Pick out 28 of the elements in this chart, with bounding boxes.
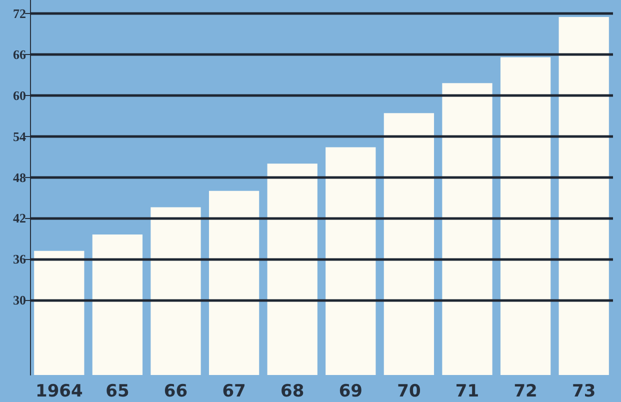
x-tick-label: 73 — [572, 382, 596, 402]
bar — [208, 190, 260, 375]
x-tick-label: 1964 — [35, 382, 83, 402]
x-tick-label: 71 — [455, 382, 480, 402]
y-tick-label: 54 — [13, 128, 26, 144]
y-tick-label: 66 — [13, 47, 26, 62]
x-tick-label: 66 — [164, 382, 188, 402]
bar — [558, 17, 609, 375]
x-tick-label: 72 — [514, 382, 538, 402]
x-tick-label: 68 — [280, 382, 304, 402]
y-tick-label: 72 — [13, 6, 26, 22]
x-tick-label: 69 — [338, 382, 362, 402]
y-tick-label: 60 — [13, 88, 26, 103]
y-tick-label: 48 — [13, 170, 26, 185]
y-tick-label: 36 — [13, 252, 26, 267]
x-tick-label: 67 — [222, 382, 246, 402]
bar — [384, 113, 434, 375]
bar — [267, 164, 318, 375]
x-tick-label: 65 — [106, 382, 130, 402]
bar — [442, 83, 492, 375]
y-tick-label: 30 — [13, 292, 26, 308]
bar — [500, 57, 551, 375]
x-tick-label: 70 — [397, 382, 421, 402]
y-tick-label: 42 — [13, 210, 26, 226]
bar — [34, 250, 84, 375]
bar — [92, 234, 143, 375]
bar — [326, 147, 376, 375]
bar — [150, 207, 201, 375]
